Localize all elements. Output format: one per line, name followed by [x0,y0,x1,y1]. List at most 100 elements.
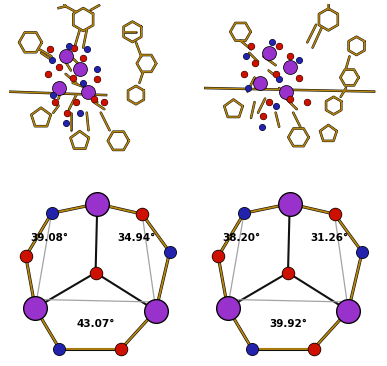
Point [48,210,55,216]
Point [55,85,62,91]
Point [94,66,100,72]
Point [265,50,272,56]
Point [94,201,100,207]
Point [257,80,263,86]
Text: 38.20°: 38.20° [223,233,260,243]
Point [215,253,221,259]
Point [45,71,51,77]
Point [70,75,76,81]
Point [71,45,77,51]
Point [55,85,62,91]
Point [295,75,301,81]
Point [56,346,62,351]
Text: 31.26°: 31.26° [310,233,348,243]
Point [285,270,291,276]
Point [139,211,145,217]
Point [92,270,99,276]
Point [50,92,57,98]
Point [55,64,62,70]
Point [272,71,279,77]
Point [252,60,258,66]
Point [285,270,291,276]
Point [295,57,301,63]
Point [243,53,249,59]
Point [52,99,58,105]
Point [63,53,69,59]
Point [86,89,92,94]
Point [224,305,231,311]
Text: 39.92°: 39.92° [269,320,307,329]
Point [73,99,79,105]
Point [153,308,159,314]
Point [48,210,55,216]
Point [287,96,293,101]
Point [249,346,255,351]
Point [243,53,249,59]
Point [80,55,86,61]
Point [295,75,301,81]
Point [249,346,255,351]
Point [80,80,86,86]
Point [66,43,72,49]
Point [92,270,99,276]
Point [84,46,90,52]
Point [73,99,79,105]
Point [48,57,55,63]
Point [257,80,263,86]
Point [48,57,55,63]
Point [272,103,279,109]
Point [359,249,365,255]
Point [91,96,97,101]
Point [260,113,266,119]
Point [64,110,70,116]
Point [287,64,293,70]
Point [272,71,279,77]
Point [23,253,29,259]
Point [311,346,317,351]
Text: 43.07°: 43.07° [76,320,115,329]
Point [248,43,254,49]
Point [86,89,92,94]
Point [47,46,53,52]
Point [272,103,279,109]
Point [295,57,301,63]
Point [118,346,125,351]
Point [52,99,58,105]
Point [260,113,266,119]
Point [66,43,72,49]
Point [80,55,86,61]
Point [84,46,90,52]
Text: 39.08°: 39.08° [30,233,68,243]
Point [153,308,159,314]
Point [359,249,365,255]
Point [101,99,108,105]
Point [77,66,83,72]
Point [241,71,247,77]
Point [345,308,351,314]
Point [259,124,265,130]
Point [259,124,265,130]
Point [63,53,69,59]
Point [276,43,282,49]
Point [45,71,51,77]
Point [224,305,231,311]
Point [94,76,100,82]
Point [77,110,83,116]
Point [166,249,173,255]
Point [265,50,272,56]
Point [331,211,337,217]
Point [269,40,275,45]
Point [304,99,310,105]
Point [63,120,69,126]
Point [23,253,29,259]
Point [241,71,247,77]
Point [32,305,38,311]
Point [94,201,100,207]
Point [215,253,221,259]
Point [287,53,293,59]
Point [287,64,293,70]
Point [287,53,293,59]
Point [63,120,69,126]
Point [304,99,310,105]
Point [276,43,282,49]
